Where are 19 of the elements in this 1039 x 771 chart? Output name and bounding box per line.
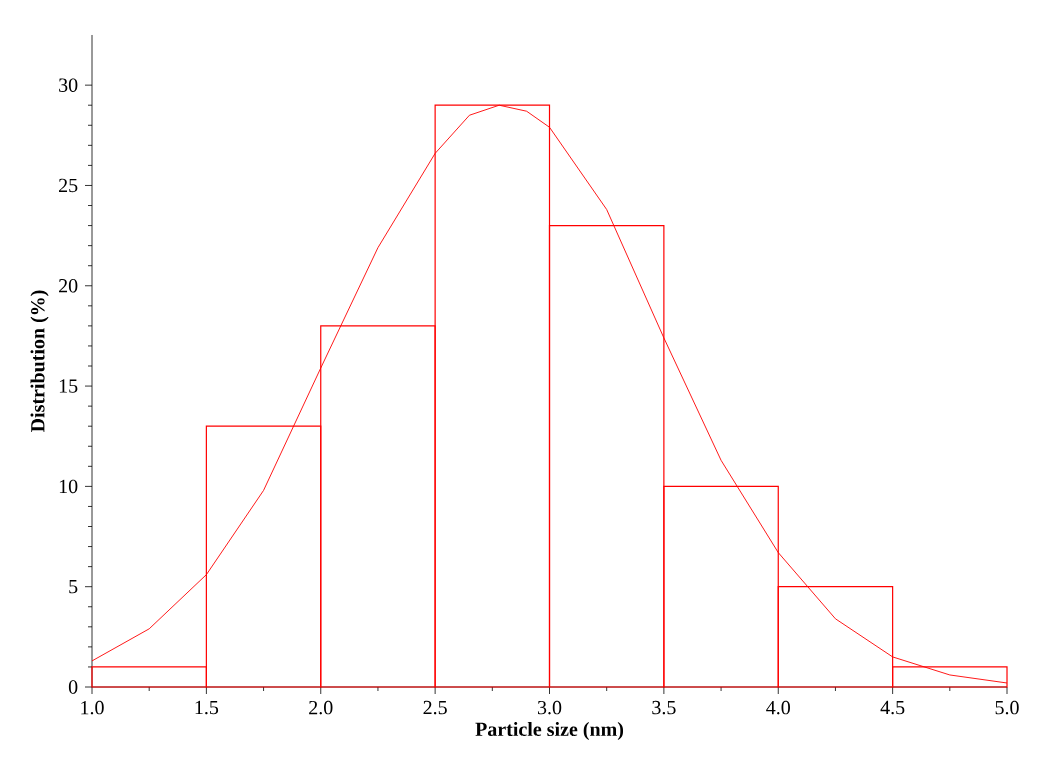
x-tick-label: 4.5 — [880, 700, 905, 715]
y-tick-label: 20 — [59, 279, 78, 293]
y-axis-title: Distribution (%) — [30, 290, 49, 433]
x-axis-title: Particle size (nm) — [475, 721, 624, 741]
line-series — [91, 104, 1008, 684]
y-tick-label: 0 — [68, 680, 78, 694]
x-tick-label: 5.0 — [995, 700, 1019, 715]
x-tick-label: 3.0 — [537, 700, 562, 715]
y-tick-label: 15 — [59, 379, 78, 393]
x-tick-label: 1.5 — [195, 700, 219, 715]
y-tick-label: 30 — [59, 78, 78, 92]
x-tick-label: 3.5 — [652, 700, 676, 715]
x-tick-label: 4.0 — [766, 700, 790, 715]
y-tick-label: 10 — [59, 479, 78, 494]
x-tick-label: 1.0 — [81, 700, 104, 715]
y-tick-label: 25 — [59, 178, 78, 193]
x-tick-label: 2.5 — [423, 700, 447, 715]
x-tick-label: 2.0 — [309, 700, 333, 715]
y-tick-label: 5 — [69, 580, 78, 594]
